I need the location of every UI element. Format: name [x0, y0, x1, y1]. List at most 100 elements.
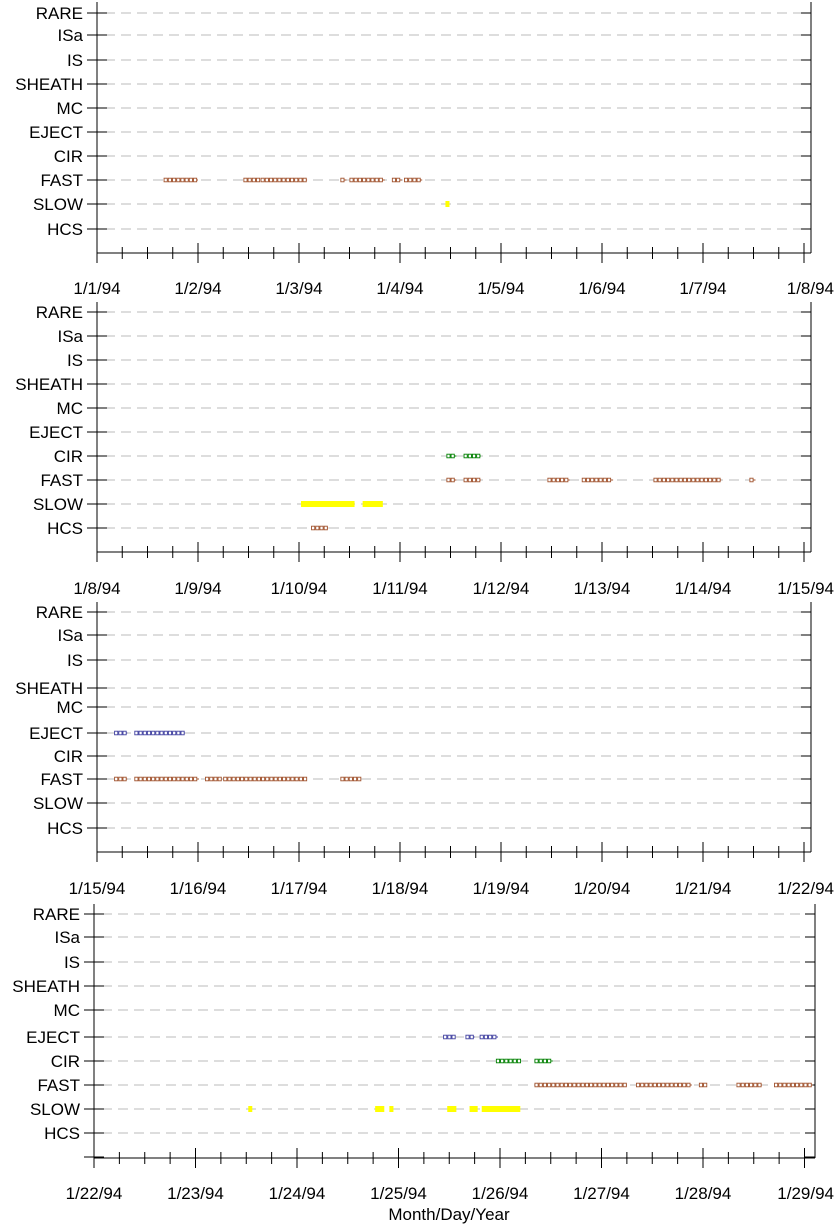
data-point — [240, 776, 245, 782]
data-point — [193, 177, 198, 183]
y-tick-label: EJECT — [26, 1028, 80, 1047]
data-point — [118, 776, 123, 782]
data-point — [349, 177, 354, 183]
x-tick-label: 1/11/94 — [372, 579, 427, 598]
y-tick-label: ISa — [54, 928, 80, 947]
data-point — [778, 1082, 783, 1088]
data-point — [488, 1034, 493, 1040]
data-point — [209, 776, 214, 782]
chart-panel-2: RARE ISa IS SHEATH MC EJECT CIR FAST SLOW HCS 1/8/… — [15, 302, 834, 598]
data-point — [277, 177, 282, 183]
data-point — [568, 1082, 573, 1088]
data-point — [155, 776, 160, 782]
data-point — [243, 177, 248, 183]
fast-interval — [378, 177, 385, 183]
x-tick-label: 1/17/94 — [271, 879, 328, 898]
data-point — [163, 177, 168, 183]
cir-interval — [534, 1058, 553, 1064]
cir-interval — [463, 453, 481, 459]
data-point — [269, 776, 274, 782]
data-point — [213, 776, 218, 782]
data-point — [542, 1058, 547, 1064]
y-tick-label: EJECT — [29, 724, 83, 743]
y-tick-label: ISa — [57, 626, 83, 645]
y-tick-label: MC — [57, 399, 83, 418]
slow-wind-bar — [301, 501, 355, 507]
slow-wind-bar — [248, 1106, 253, 1112]
data-point — [155, 730, 160, 736]
data-point — [264, 177, 269, 183]
data-point — [463, 477, 468, 483]
fast-interval — [340, 177, 347, 183]
y-tick-label: MC — [57, 698, 83, 717]
data-point — [467, 477, 472, 483]
data-point — [340, 177, 345, 183]
y-tick-label: ISa — [57, 26, 83, 45]
data-point — [691, 477, 696, 483]
data-point — [286, 776, 291, 782]
y-tick-label: CIR — [51, 1052, 80, 1071]
data-point — [176, 177, 181, 183]
data-point — [740, 1082, 745, 1088]
x-tick-label: 1/19/94 — [473, 879, 530, 898]
x-tick-label: 1/2/94 — [174, 279, 221, 298]
data-point — [581, 477, 586, 483]
data-point — [450, 477, 455, 483]
data-point — [180, 776, 185, 782]
data-point — [472, 453, 477, 459]
data-point — [716, 477, 721, 483]
data-point — [467, 453, 472, 459]
data-point — [736, 1082, 741, 1088]
data-point — [134, 730, 139, 736]
data-point — [712, 477, 717, 483]
eject-interval — [479, 1034, 498, 1040]
data-point — [547, 1058, 552, 1064]
data-point — [172, 177, 177, 183]
data-point — [227, 776, 232, 782]
data-point — [282, 776, 287, 782]
data-point — [534, 1082, 539, 1088]
data-point — [134, 776, 139, 782]
data-point — [465, 1034, 470, 1040]
x-tick-label: 1/29/94 — [777, 1184, 834, 1203]
data-point — [572, 1082, 577, 1088]
y-tick-label: CIR — [54, 447, 83, 466]
data-point — [551, 477, 556, 483]
data-point — [674, 477, 679, 483]
data-point — [223, 776, 228, 782]
data-point — [277, 776, 282, 782]
y-tick-label: CIR — [54, 747, 83, 766]
data-point — [580, 1082, 585, 1088]
data-point — [378, 177, 383, 183]
fast-interval — [463, 477, 481, 483]
data-point — [217, 776, 222, 782]
slow-wind-bar — [445, 201, 450, 207]
x-tick-label: 1/22/94 — [777, 879, 834, 898]
data-point — [273, 776, 278, 782]
data-point — [247, 177, 252, 183]
eject-interval — [443, 1034, 456, 1040]
data-point — [352, 776, 358, 782]
data-point — [695, 477, 700, 483]
data-point — [159, 730, 164, 736]
y-tick-label: EJECT — [29, 123, 83, 142]
eject-interval — [465, 1034, 475, 1040]
data-point — [799, 1082, 804, 1088]
data-point — [446, 453, 451, 459]
data-point — [252, 776, 257, 782]
data-point — [753, 1082, 758, 1088]
data-point — [504, 1058, 509, 1064]
y-tick-label: SLOW — [33, 195, 83, 214]
data-point — [610, 1082, 615, 1088]
y-tick-label: ISa — [57, 327, 83, 346]
data-point — [256, 177, 261, 183]
data-point — [142, 730, 147, 736]
data-point — [508, 1058, 513, 1064]
data-point — [281, 177, 286, 183]
fast-interval — [114, 776, 128, 782]
data-point — [235, 776, 240, 782]
data-point — [289, 177, 295, 183]
data-point — [774, 1082, 779, 1088]
x-axis-title: Month/Day/Year — [388, 1205, 510, 1224]
data-point — [265, 776, 270, 782]
